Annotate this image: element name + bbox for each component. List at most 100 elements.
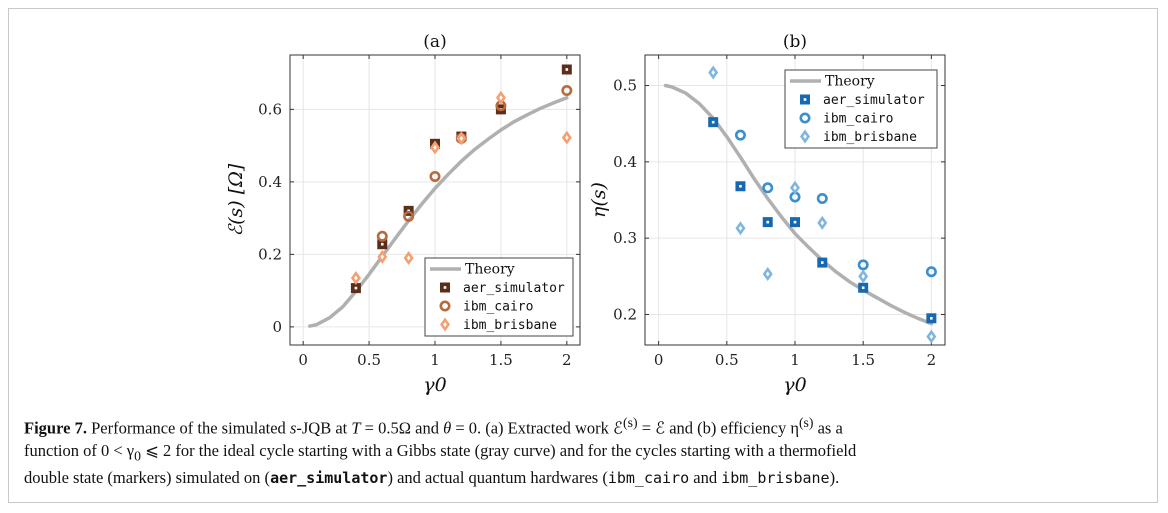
series-ibm-brisbane	[350, 90, 572, 285]
data-point	[377, 249, 388, 264]
data-point	[430, 140, 440, 155]
legend-label: ibm_brisbane	[463, 318, 557, 333]
data-point	[350, 270, 361, 285]
x-tick-label: 1	[430, 351, 440, 369]
data-point-dot	[739, 184, 742, 188]
data-point-dot	[354, 275, 358, 281]
data-point-dot	[820, 220, 825, 226]
series-theory	[663, 83, 934, 326]
legend-label: aer_simulator	[823, 93, 925, 108]
legend-marker-shape	[799, 112, 811, 124]
caption-text: ) and actual quantum hardwares (	[387, 467, 608, 487]
data-point	[925, 266, 937, 278]
data-point-dot	[433, 144, 437, 150]
panel-title: (a)	[423, 32, 446, 52]
caption-text: θ	[443, 418, 452, 438]
data-point	[762, 217, 773, 228]
y-tick-label: 0.5	[613, 77, 637, 95]
legend-marker	[439, 300, 451, 312]
data-point	[735, 221, 746, 236]
data-point	[926, 313, 937, 324]
x-axis-label: γ0	[783, 374, 806, 396]
legend-label: ibm_cairo	[463, 300, 533, 315]
caption-text: ⩽ 2 for the ideal cycle starting with a …	[140, 440, 857, 460]
x-tick-label: 1.5	[851, 351, 875, 369]
data-point	[734, 129, 746, 141]
data-point-dot	[380, 254, 385, 260]
legend: Theory aer_simulator ibm_cairo ibm_brisbane	[784, 69, 938, 149]
data-point-dot	[499, 95, 503, 101]
data-point	[762, 267, 773, 282]
x-tick-label: 2	[927, 351, 937, 369]
data-point-dot	[820, 261, 824, 264]
data-point	[495, 90, 506, 105]
data-point-dot	[861, 273, 865, 279]
caption-text: (s)	[623, 415, 638, 430]
data-point-dot	[565, 68, 569, 71]
data-point	[817, 215, 828, 230]
theory-curve	[308, 96, 569, 328]
x-tick-label: 2	[562, 351, 572, 369]
caption-text: Performance of the simulated	[86, 418, 290, 438]
x-axis-label: γ0	[423, 374, 446, 396]
data-point-dot	[930, 316, 933, 320]
data-point	[429, 170, 441, 182]
series-aer-simulator	[708, 117, 937, 324]
data-point	[561, 64, 572, 75]
data-point-dot	[766, 220, 770, 224]
y-tick-label: 0.2	[613, 305, 637, 323]
data-point	[762, 182, 774, 194]
legend-label: ibm_cairo	[823, 112, 893, 127]
data-point-shape	[734, 129, 746, 141]
legend-marker	[440, 282, 450, 293]
data-point-dot	[861, 286, 865, 290]
data-point	[403, 251, 414, 265]
data-point	[376, 230, 388, 242]
legend: Theory aer_simulator ibm_cairo ibm_brisbane	[424, 257, 574, 337]
x-tick-label: 0	[298, 351, 308, 369]
chart-panel-b: 0 0.5 1 1.5 2 0.2 0.3 0.4 0.5 (b) γ0 η(s) Theory aer_…	[588, 32, 946, 396]
caption-code: aer_simulator	[270, 468, 388, 487]
caption-text: double state (markers) simulated on (	[24, 467, 271, 487]
y-tick-label: 0	[272, 318, 282, 336]
data-point-shape	[816, 192, 828, 204]
legend-label: aer_simulator	[463, 281, 565, 296]
caption-code: ibm_cairo	[607, 468, 690, 487]
data-point	[350, 283, 361, 294]
data-point	[403, 210, 415, 222]
data-point-dot	[765, 271, 770, 277]
y-tick-label: 0.2	[258, 245, 282, 263]
data-point-dot	[929, 334, 934, 340]
data-point	[790, 180, 800, 195]
data-point	[858, 282, 869, 293]
data-point-dot	[711, 120, 715, 124]
data-point-dot	[459, 135, 464, 141]
data-point	[561, 130, 572, 145]
caption-text: 0	[134, 447, 141, 463]
legend-marker-dot	[443, 286, 447, 289]
x-tick-label: 0.5	[715, 351, 739, 369]
x-tick-label: 1	[790, 351, 800, 369]
caption-label: Figure 7.	[24, 418, 87, 438]
legend-label: ibm_brisbane	[823, 130, 917, 145]
y-tick-label: 0.4	[258, 173, 282, 191]
legend-label: Theory	[825, 74, 875, 90]
data-point-shape	[429, 170, 441, 182]
data-point	[735, 181, 746, 192]
data-point-dot	[380, 242, 384, 246]
legend-box	[784, 69, 938, 149]
data-point-dot	[793, 220, 797, 224]
data-point-shape	[376, 230, 388, 242]
data-point	[790, 217, 800, 228]
legend-marker-dot	[803, 98, 807, 101]
data-point-shape	[762, 182, 774, 194]
figure-caption: Figure 7. Performance of the simulated s…	[24, 412, 1144, 489]
legend-marker	[800, 94, 810, 105]
series-ibm-brisbane	[708, 65, 937, 344]
x-tick-label: 1.5	[489, 351, 513, 369]
caption-text: ).	[829, 467, 840, 487]
legend-marker	[800, 129, 810, 144]
caption-text: T	[351, 418, 361, 438]
legend-box	[424, 257, 574, 337]
data-point	[377, 239, 388, 250]
